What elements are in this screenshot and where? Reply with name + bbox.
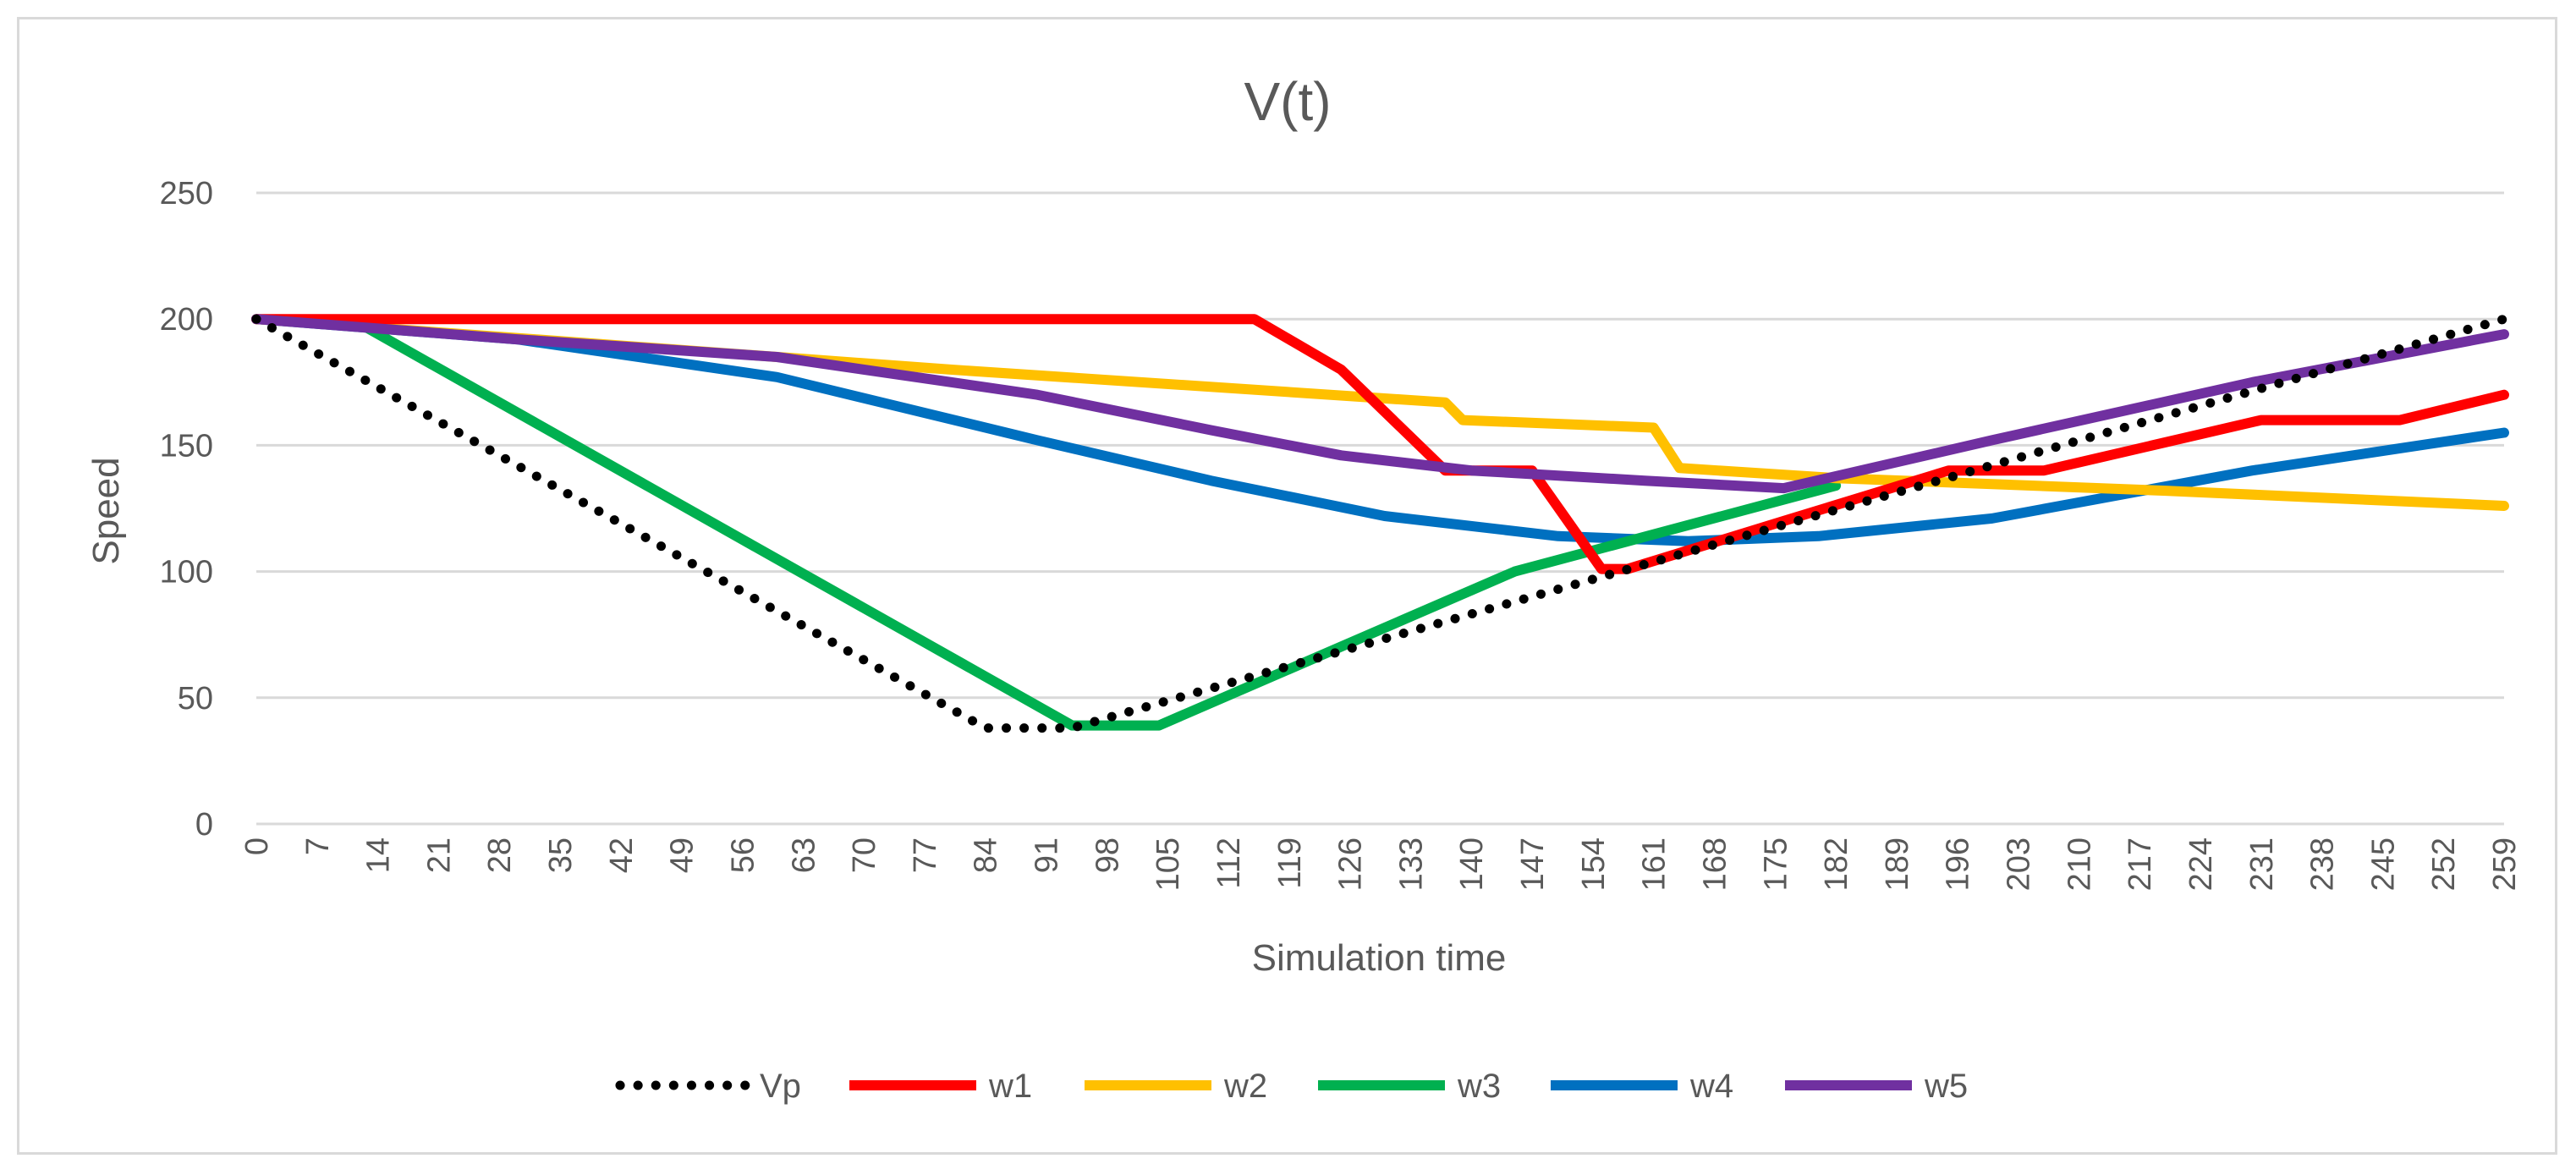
x-tick-label: 7 [300,837,336,855]
series-lines [251,314,2509,733]
x-tick-label: 63 [786,837,821,873]
x-axis-ticks: 0 7 14 21 28 35 42 49 56 63 70 77 84 91 98 105 112 119 126… [239,837,2523,891]
x-tick-label: 91 [1030,837,1065,873]
x-tick-label: 98 [1090,837,1125,873]
x-tick-label: 154 [1576,837,1612,891]
x-tick-label: 203 [2002,837,2037,891]
y-tick-label: 100 [160,555,213,590]
x-tick-label: 126 [1333,837,1369,891]
x-tick-label: 70 [847,837,882,873]
x-tick-label: 217 [2123,837,2158,891]
x-tick-label: 112 [1211,837,1247,889]
x-tick-label: 189 [1880,837,1915,891]
y-axis-title: Speed [85,457,127,564]
legend-label-Vp: Vp [760,1068,801,1105]
x-tick-label: 147 [1515,837,1551,891]
x-axis-title: Simulation time [1252,937,1507,979]
legend-label-w2: w2 [1223,1068,1267,1105]
x-tick-label: 140 [1454,837,1490,891]
legend-label-w5: w5 [1924,1068,1968,1105]
x-tick-label: 175 [1758,837,1793,891]
x-tick-label: 14 [361,837,397,873]
x-tick-label: 84 [969,837,1004,873]
x-tick-label: 119 [1272,837,1308,889]
legend: Vp w1 w2 w3 w4 w5 [615,1068,1968,1105]
x-tick-label: 252 [2426,837,2462,891]
y-tick-label: 150 [160,428,213,464]
chart-title: V(t) [1244,71,1331,132]
y-tick-label: 200 [160,302,213,338]
x-tick-label: 231 [2244,837,2280,891]
x-tick-label: 21 [421,837,457,873]
x-tick-label: 77 [908,837,943,873]
x-tick-label: 245 [2365,837,2401,891]
x-tick-label: 161 [1637,837,1672,891]
x-tick-label: 49 [665,837,700,873]
x-tick-label: 42 [604,837,640,873]
x-tick-label: 0 [239,837,275,855]
y-tick-label: 50 [178,681,213,717]
x-tick-label: 238 [2305,837,2341,891]
legend-label-w3: w3 [1457,1068,1501,1105]
legend-label-w4: w4 [1689,1068,1733,1105]
x-tick-label: 133 [1393,837,1429,891]
x-tick-label: 224 [2183,837,2219,891]
y-axis-ticks: 0 50 100 150 200 250 [160,176,213,843]
x-tick-label: 196 [1941,837,1976,891]
x-tick-label: 168 [1697,837,1733,891]
series-line-w4 [251,314,2509,546]
x-tick-label: 182 [1819,837,1854,891]
x-tick-label: 56 [725,837,761,873]
x-tick-label: 105 [1151,837,1186,891]
x-tick-label: 28 [482,837,518,873]
chart-frame [17,17,2557,1155]
y-tick-label: 250 [160,176,213,211]
series-line-w5 [251,314,2509,494]
series-line-Vp [251,314,2509,733]
x-tick-label: 35 [543,837,579,873]
y-tick-label: 0 [195,807,213,843]
x-tick-label: 259 [2487,837,2523,891]
x-tick-label: 210 [2062,837,2097,891]
legend-label-w1: w1 [988,1068,1032,1105]
gridlines [256,191,2504,826]
